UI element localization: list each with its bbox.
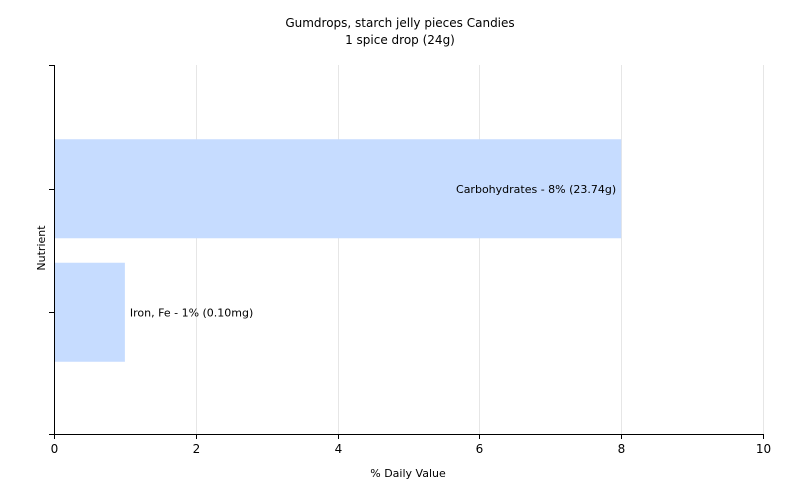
bar	[55, 139, 622, 239]
x-tick-label: 4	[335, 442, 343, 456]
chart-title: Gumdrops, starch jelly pieces Candies	[285, 16, 514, 30]
bar	[55, 262, 125, 362]
gridlines	[196, 65, 764, 434]
bar-data-label: Iron, Fe - 1% (0.10mg)	[130, 306, 253, 319]
y-axis-label: Nutrient	[35, 225, 48, 271]
bars	[55, 139, 622, 362]
x-tick-label: 0	[51, 442, 59, 456]
x-tick-label: 8	[618, 442, 626, 456]
bar-data-label: Carbohydrates - 8% (23.74g)	[456, 183, 616, 196]
data-labels: Carbohydrates - 8% (23.74g) Iron, Fe - 1%…	[130, 183, 616, 320]
x-tick-label: 6	[476, 442, 484, 456]
x-axis-label: % Daily Value	[370, 467, 446, 480]
chart-subtitle: 1 spice drop (24g)	[345, 33, 455, 47]
x-tick-label: 2	[193, 442, 201, 456]
axes: 0 2 4 6 8 10	[49, 65, 771, 456]
x-tick-label: 10	[756, 442, 771, 456]
